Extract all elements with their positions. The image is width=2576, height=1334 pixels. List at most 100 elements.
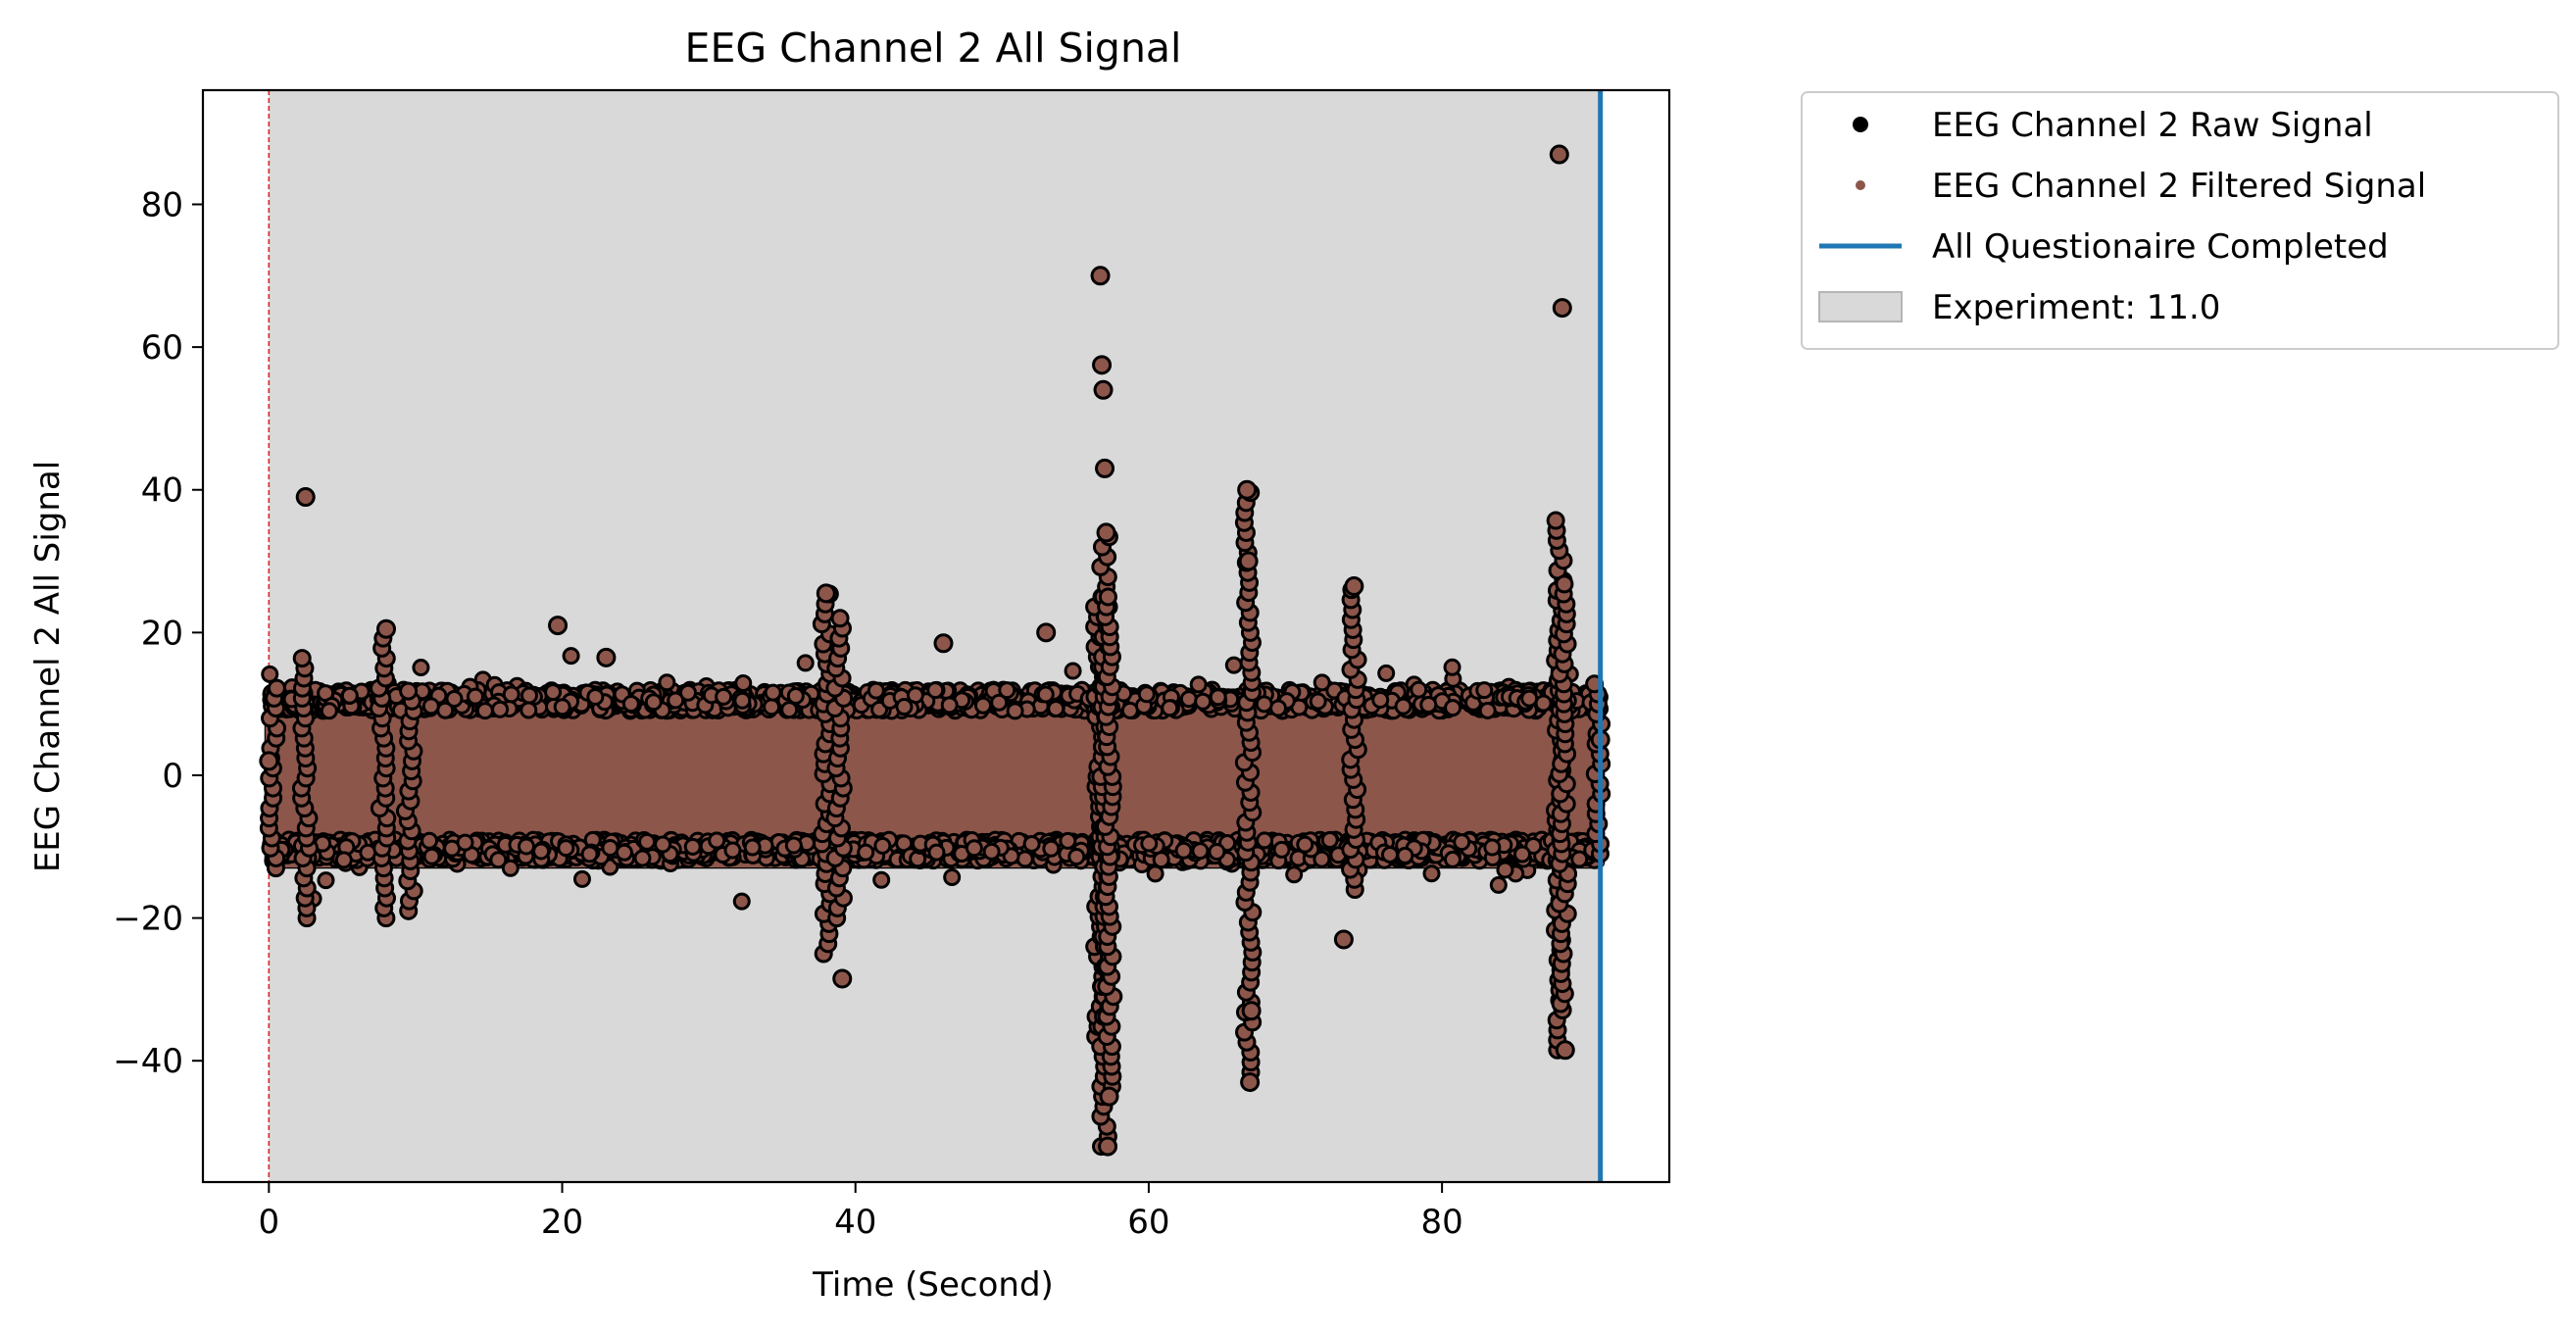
signal-peak-point: [1241, 1001, 1262, 1021]
signal-point: [261, 665, 279, 683]
signal-point: [763, 698, 781, 716]
signal-point: [1067, 847, 1086, 865]
signal-point: [317, 871, 335, 890]
signal-point: [601, 838, 619, 857]
signal-point: [940, 696, 959, 715]
signal-point: [1272, 840, 1291, 859]
signal-point: [1179, 690, 1198, 709]
signal-point: [743, 838, 762, 857]
signal-peak-point: [832, 968, 853, 989]
signal-point: [501, 859, 520, 877]
signal-point: [586, 688, 605, 707]
y-tick-label: −20: [113, 900, 183, 939]
signal-point: [1036, 685, 1055, 704]
signal-point: [621, 695, 640, 714]
signal-peak-point: [1238, 551, 1259, 571]
signal-point: [1478, 701, 1497, 719]
signal-point: [644, 693, 663, 712]
signal-point: [1475, 681, 1494, 700]
signal-peak-point: [1555, 1040, 1575, 1061]
signal-peak-point: [1237, 479, 1258, 500]
signal-burst-point: [267, 678, 286, 698]
signal-peak-point: [1099, 1086, 1119, 1107]
legend-experiment-patch: [1818, 291, 1903, 322]
signal-point: [1208, 842, 1226, 861]
signal-peak-point: [1095, 458, 1115, 478]
x-tick-label: 60: [1127, 1203, 1169, 1242]
signal-peak-point: [259, 751, 279, 771]
signal-point: [1394, 697, 1412, 716]
signal-point: [1022, 834, 1041, 853]
signal-point: [1016, 850, 1034, 868]
signal-point: [466, 687, 484, 706]
signal-point: [1285, 865, 1304, 884]
signal-point: [982, 842, 1001, 861]
y-tick-label: −40: [113, 1042, 183, 1081]
signal-point: [1140, 834, 1159, 853]
signal-point: [780, 701, 799, 719]
signal-point: [1047, 699, 1065, 717]
signal-point: [1146, 865, 1164, 883]
signal-point: [998, 681, 1016, 700]
signal-point: [412, 659, 430, 677]
signal-point: [872, 870, 891, 889]
signal-burst-point: [1546, 511, 1565, 530]
signal-point: [1309, 692, 1327, 711]
signal-point: [1313, 673, 1331, 692]
signal-point: [562, 647, 580, 666]
legend-raw-marker: [1853, 117, 1868, 132]
signal-point: [1255, 695, 1273, 714]
x-tick-label: 40: [834, 1203, 876, 1242]
signal-point: [421, 697, 440, 716]
signal-burst-point: [399, 681, 419, 701]
signal-point: [1443, 850, 1461, 868]
legend: EEG Channel 2 Raw Signal EEG Channel 2 Fi…: [1801, 91, 2559, 350]
signal-point: [638, 832, 657, 851]
signal-point: [1453, 833, 1471, 852]
signal-point: [340, 686, 359, 705]
signal-point: [1396, 846, 1414, 865]
legend-box: [1801, 91, 2559, 350]
plot-frame: [201, 88, 1671, 1184]
signal-point: [965, 839, 983, 858]
signal-point: [475, 702, 494, 720]
signal-point: [456, 833, 474, 852]
y-tick-label: 0: [162, 757, 183, 796]
signal-point: [927, 843, 946, 862]
legend-filtered-marker: [1856, 180, 1865, 190]
signal-point: [1444, 699, 1462, 717]
signal-point: [517, 837, 535, 856]
signal-peak-point: [1090, 266, 1111, 286]
y-axis-label: EEG Channel 2 All Signal: [28, 461, 68, 872]
y-tick-label: 60: [141, 328, 183, 368]
signal-point: [973, 696, 992, 715]
legend-label: All Questionaire Completed: [1932, 227, 2389, 267]
signal-peak-point: [1096, 522, 1116, 543]
signal-point: [683, 837, 702, 856]
signal-point: [1256, 831, 1274, 850]
signal-point: [334, 851, 353, 869]
signal-point: [732, 892, 751, 911]
signal-peak-point: [295, 487, 316, 508]
signal-point: [1419, 695, 1438, 714]
signal-peak-point: [1036, 622, 1057, 643]
signal-point: [422, 847, 441, 865]
signal-point: [1381, 845, 1400, 864]
signal-point: [489, 851, 508, 869]
signal-point: [658, 673, 676, 692]
signal-point: [786, 686, 805, 705]
signal-point: [1489, 875, 1508, 894]
signal-burst-point: [830, 609, 850, 628]
signal-peak-point: [548, 616, 569, 636]
signal-point: [572, 869, 591, 888]
y-tick-label: 20: [141, 614, 183, 653]
signal-point: [320, 702, 338, 720]
signal-points: [259, 144, 1611, 1157]
signal-point: [1189, 675, 1208, 694]
signal-point: [679, 683, 698, 702]
signal-point: [1161, 699, 1179, 717]
signal-point: [520, 701, 538, 719]
signal-point: [1313, 850, 1331, 868]
signal-point: [733, 691, 752, 710]
signal-point: [532, 842, 551, 861]
